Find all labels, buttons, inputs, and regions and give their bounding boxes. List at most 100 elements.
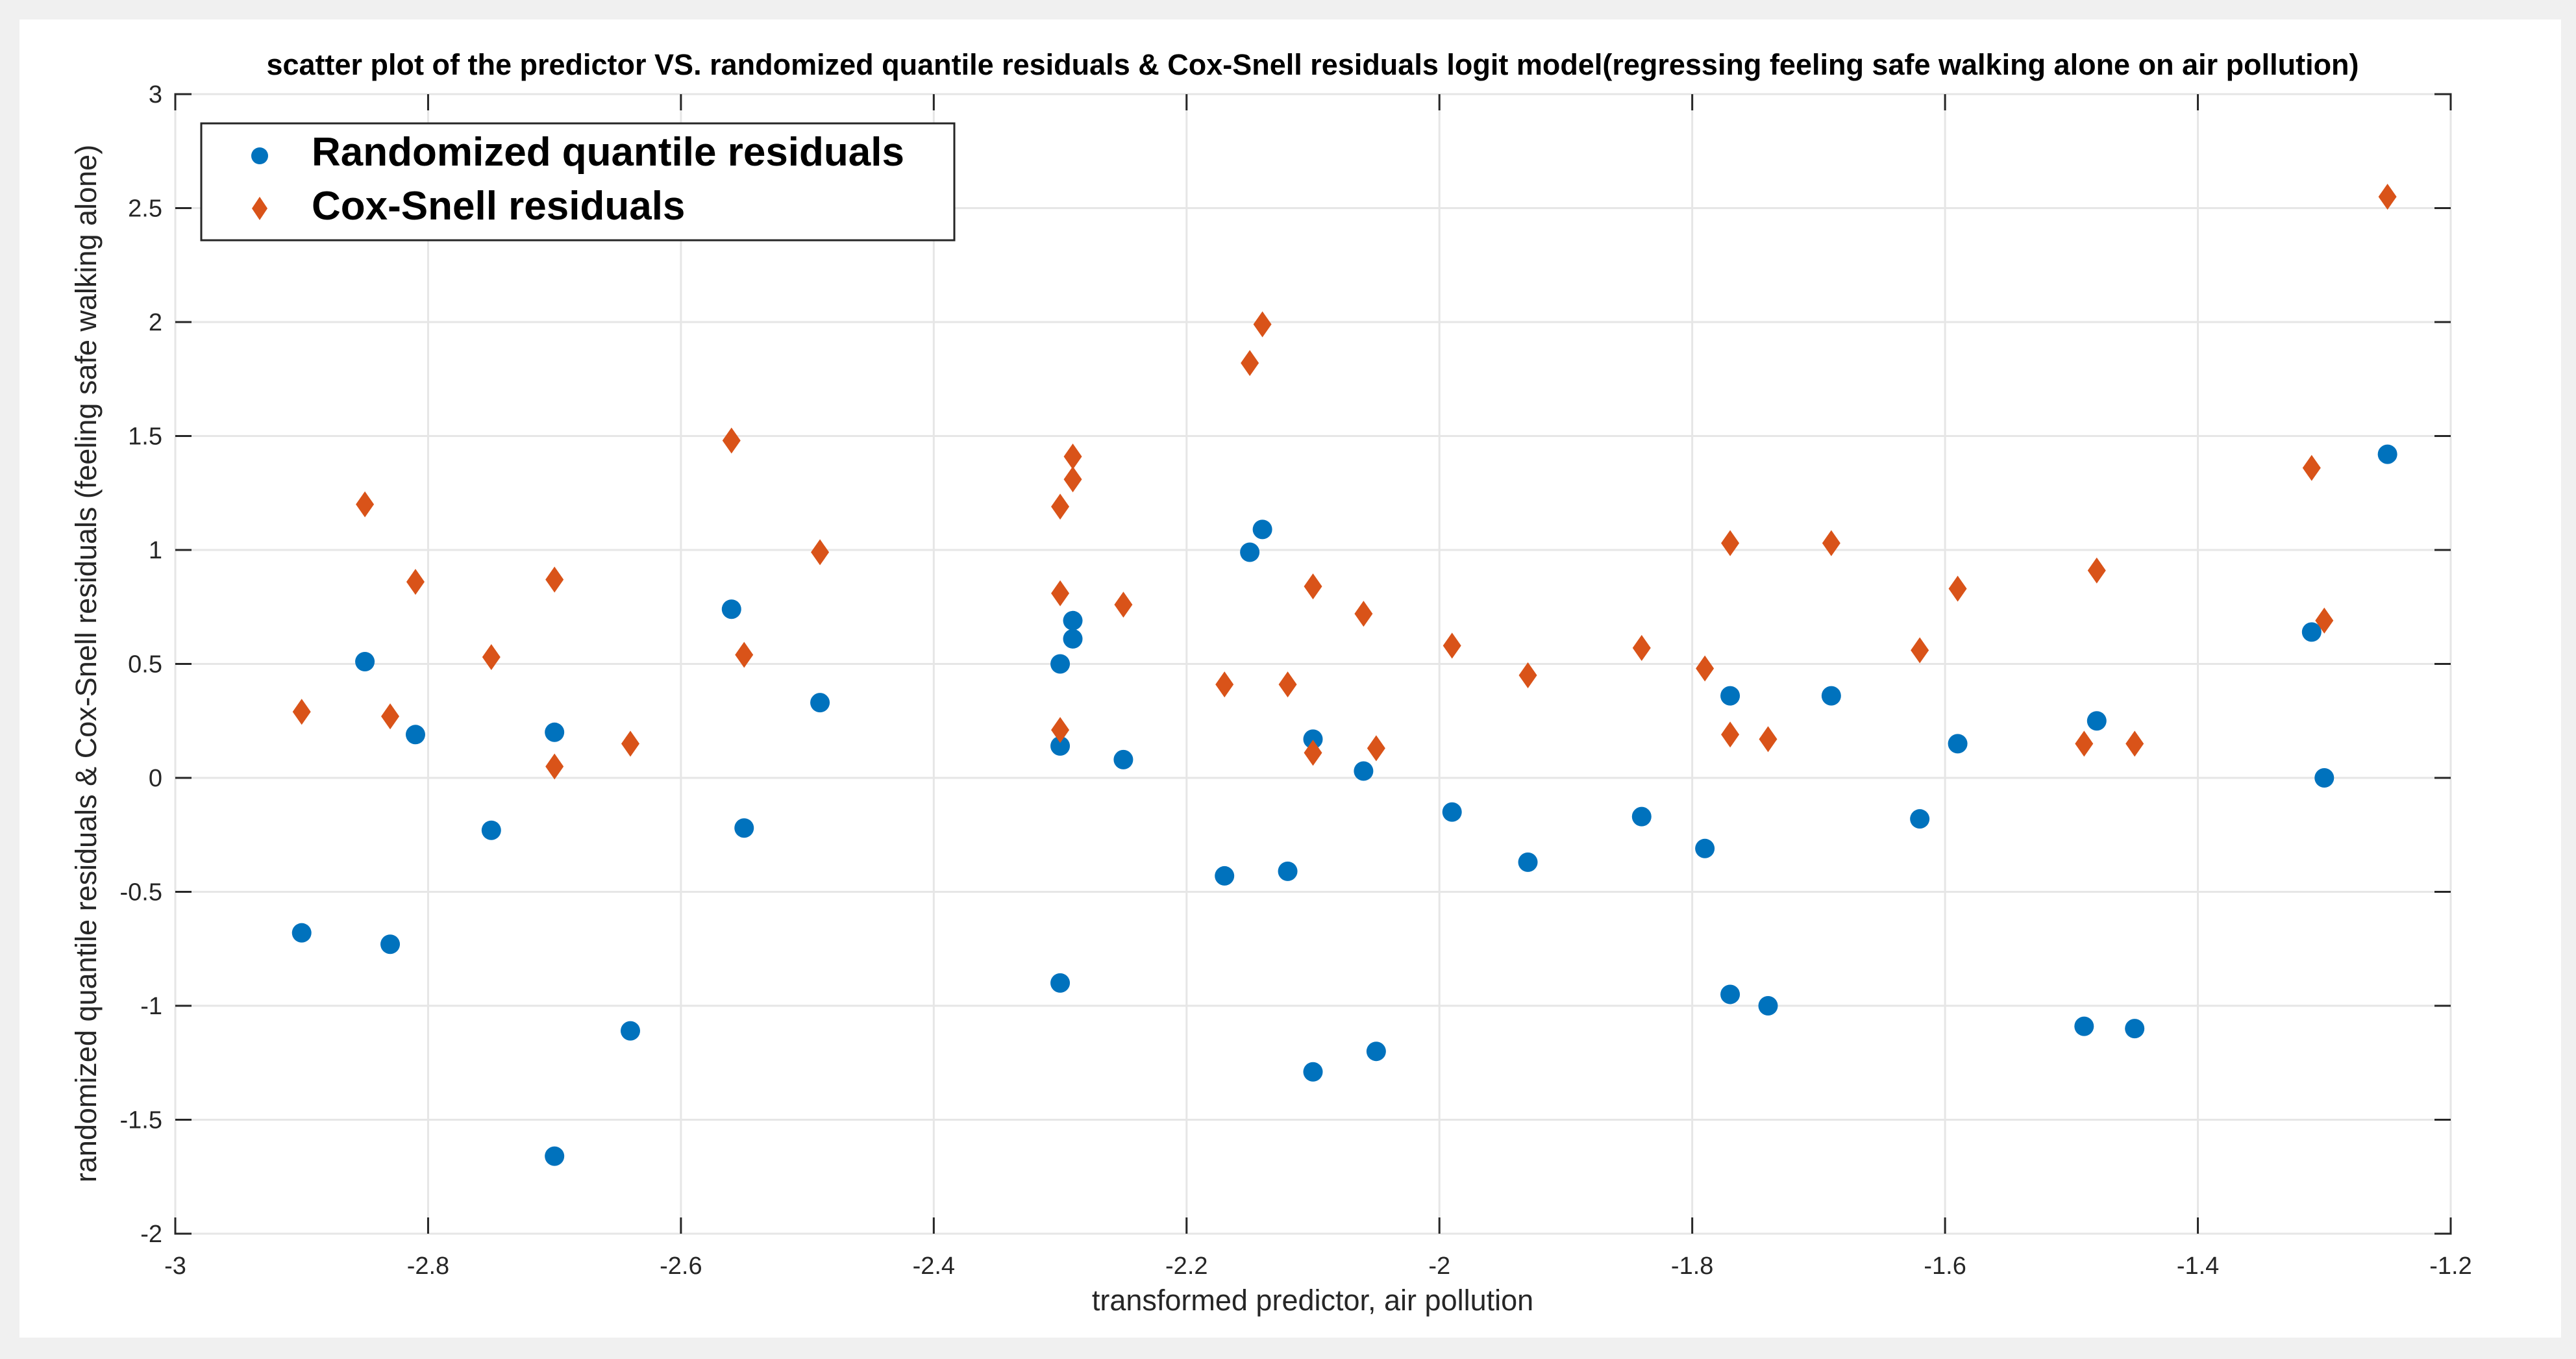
x-tick-label: -1.2 [2429,1253,2471,1280]
cox-snell-residual-point [1721,721,1740,748]
y-tick-label: 2 [149,309,162,336]
x-tick-label: -2.4 [913,1253,955,1280]
cox-snell-residual-point [1443,632,1461,659]
cox-snell-residual-point [545,753,564,780]
quantile-residual-point [1240,542,1260,562]
quantile-residual-point [1050,973,1071,993]
y-tick-label: 1.5 [128,423,162,451]
cox-snell-residual-point [2125,730,2144,757]
quantile-residual-point [1948,734,1968,754]
cox-snell-residual-point [2378,183,2397,210]
cox-snell-residual-point [2302,455,2321,481]
cox-snell-residual-point [1696,655,1715,682]
quantile-residual-point [1113,749,1133,769]
quantile-residual-point [1050,654,1071,674]
quantile-residual-point [405,725,425,745]
cox-snell-residual-point [381,703,400,730]
quantile-residual-point [1366,1041,1386,1062]
cox-snell-residual-point [1911,637,1929,664]
quantile-residual-point [1758,996,1778,1016]
ticks: -3 -2.8 -2.6 -2.4 -2.2 -2 -1.8 -1.6 -1.4 -1.2 -2 -1… [120,81,2472,1280]
cox-snell-residual-point [1518,662,1537,689]
quantile-residual-point [1720,984,1740,1004]
quantile-residual-point [1252,519,1272,540]
quantile-residual-point [1720,686,1740,706]
cox-snell-residual-point [545,566,564,593]
cox-snell-residual-point [1304,573,1322,600]
cox-snell-residual-point [2087,557,2106,584]
quantile-residual-point [721,599,741,619]
cox-snell-residual-point [1215,671,1234,698]
y-tick-label: 2.5 [128,195,162,223]
cox-snell-residual-point [1304,740,1322,766]
y-tick-label: -1.5 [120,1107,162,1134]
x-axis-label: transformed predictor, air pollution [1092,1284,1533,1317]
cox-snell-residual-point [1367,735,1385,762]
quantile-residual-point [1821,686,1841,706]
cox-snell-residual-point [1253,311,1272,338]
cox-snell-residual-point [722,427,741,454]
y-tick-label: 3 [149,81,162,108]
cox-snell-residual-point [1948,575,1967,602]
cox-snell-residual-point [482,643,501,670]
cox-snell-residual-point [2075,730,2094,757]
x-tick-label: -2 [1428,1253,1450,1280]
cox-snell-residual-point [406,569,425,595]
quantile-residual-point [1215,866,1235,886]
legend-marker-quantile [251,147,268,164]
x-tick-label: -2.8 [407,1253,449,1280]
quantile-residual-point [810,693,830,713]
y-tick-label: 1 [149,537,162,564]
quantile-residual-point [545,722,565,742]
cox-snell-residual-point [2315,607,2334,634]
y-tick-label: 0.5 [128,651,162,679]
data-points [291,183,2397,1166]
quantile-residual-point [380,934,401,954]
quantile-residual-point [1518,852,1538,872]
quantile-residual-point [1631,806,1652,827]
y-tick-label: -2 [140,1221,162,1248]
cox-snell-residual-point [1632,634,1651,661]
cox-snell-residual-point [1063,466,1082,493]
quantile-residual-point [734,818,754,838]
quantile-residual-point [1354,761,1374,781]
y-tick-label: -1 [140,993,162,1020]
quantile-residual-point [291,923,312,943]
cox-snell-residual-point [735,642,754,668]
cox-snell-residual-point [1721,530,1740,556]
cox-snell-residual-point [1759,726,1777,753]
y-axis-label: randomized quantile residuals & Cox-Snel… [69,145,103,1182]
legend-label-quantile: Randomized quantile residuals [312,130,904,175]
legend[interactable]: Randomized quantile residuals Cox-Snell … [200,122,956,242]
cox-snell-residual-point [1051,493,1070,520]
cox-snell-residual-point [1822,530,1840,556]
legend-label-coxsnell: Cox-Snell residuals [312,184,685,229]
quantile-residual-point [1442,802,1462,822]
x-tick-label: -1.4 [2177,1253,2219,1280]
quantile-residual-point [1278,861,1298,881]
quantile-residual-point [1695,838,1715,858]
x-tick-label: -2.2 [1165,1253,1208,1280]
grid [174,93,2452,1235]
x-tick-label: -2.6 [660,1253,702,1280]
cox-snell-residual-point [292,699,311,725]
cox-snell-residual-point [1278,671,1297,698]
cox-snell-residual-point [1241,350,1259,377]
chart-title: scatter plot of the predictor VS. random… [266,48,2359,81]
quantile-residual-point [2314,768,2334,788]
legend-box [200,122,956,242]
cox-snell-residual-point [1063,443,1082,470]
x-tick-label: -1.6 [1924,1253,1966,1280]
quantile-residual-point [1063,610,1083,630]
quantile-residual-point [621,1021,640,1041]
cox-snell-residual-point [1051,580,1070,606]
cox-snell-residual-point [1354,601,1373,627]
quantile-residual-point [2074,1016,2094,1036]
y-tick-label: -0.5 [120,879,162,906]
legend-marker-coxsnell [252,197,267,220]
quantile-residual-point [1910,809,1930,829]
quantile-residual-point [355,651,375,671]
y-tick-label: 0 [149,765,162,792]
